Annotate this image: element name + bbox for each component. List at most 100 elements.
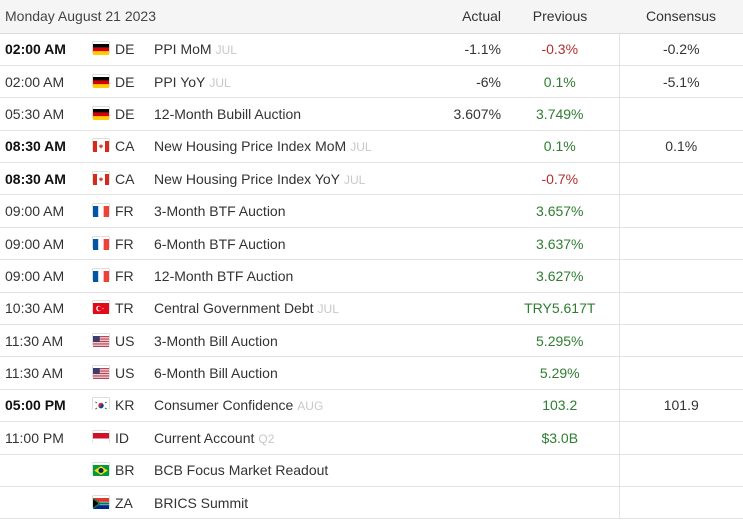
- consensus-value: [618, 454, 743, 487]
- event-name-link[interactable]: PPI MoM: [154, 41, 212, 58]
- event-name-link[interactable]: New Housing Price Index MoM: [154, 138, 347, 155]
- event-name-link[interactable]: 3-Month Bill Auction: [154, 332, 278, 349]
- france-flag-icon: [93, 237, 109, 250]
- event-cell[interactable]: 6-Month BTF Auction: [150, 227, 421, 261]
- table-row[interactable]: 08:30 AM CA New Housing Price Index YoY JUL…: [0, 162, 743, 196]
- event-cell[interactable]: 6-Month Bill Auction: [150, 356, 421, 390]
- event-time: 02:00 AM: [0, 65, 90, 99]
- event-time: 11:00 PM: [0, 421, 90, 455]
- canada-flag-icon: [93, 172, 109, 185]
- consensus-column-header[interactable]: Consensus: [619, 0, 743, 34]
- event-cell[interactable]: PPI MoM JUL: [150, 33, 421, 66]
- event-cell[interactable]: 3-Month BTF Auction: [150, 194, 421, 228]
- event-name-link[interactable]: 12-Month BTF Auction: [154, 267, 294, 284]
- actual-value: [420, 227, 502, 261]
- event-time: 08:30 AM: [0, 162, 90, 196]
- event-cell[interactable]: New Housing Price Index YoY JUL: [150, 162, 421, 196]
- previous-value: -0.3%: [501, 33, 620, 66]
- consensus-value: [618, 324, 743, 358]
- previous-value: [501, 454, 620, 487]
- consensus-value: [618, 486, 743, 520]
- table-row[interactable]: 09:00 AM FR 3-Month BTF Auction 3.657%: [0, 194, 743, 228]
- country-cell: CA: [90, 162, 150, 196]
- consensus-value: [618, 292, 743, 326]
- consensus-value: 0.1%: [618, 130, 743, 164]
- event-time: 05:00 PM: [0, 389, 90, 423]
- event-time: 09:00 AM: [0, 194, 90, 228]
- table-row[interactable]: 02:00 AM DE PPI MoM JUL -1.1% -0.3% -0.2%: [0, 33, 743, 66]
- table-row[interactable]: 11:30 AM US 3-Month Bill Auction 5.295%: [0, 324, 743, 358]
- consensus-value: [618, 97, 743, 131]
- event-name-link[interactable]: 3-Month BTF Auction: [154, 203, 286, 220]
- event-name-link[interactable]: Central Government Debt: [154, 300, 314, 317]
- actual-value: [420, 389, 502, 423]
- country-code: DE: [115, 73, 135, 90]
- table-row[interactable]: 09:00 AM FR 12-Month BTF Auction 3.627%: [0, 259, 743, 293]
- actual-value: [420, 324, 502, 358]
- consensus-value: [618, 194, 743, 228]
- event-cell[interactable]: Consumer Confidence AUG: [150, 389, 421, 423]
- country-code: DE: [115, 41, 135, 58]
- event-time: 09:00 AM: [0, 227, 90, 261]
- event-name-link[interactable]: Consumer Confidence: [154, 397, 294, 414]
- table-row[interactable]: BR BCB Focus Market Readout: [0, 454, 743, 487]
- event-cell[interactable]: 12-Month BTF Auction: [150, 259, 421, 293]
- event-time: [0, 454, 90, 487]
- consensus-value: [618, 227, 743, 261]
- table-row[interactable]: 10:30 AM TR Central Government Debt JUL TRY5…: [0, 292, 743, 326]
- event-name-link[interactable]: 12-Month Bubill Auction: [154, 105, 302, 122]
- event-time: 02:00 AM: [0, 33, 90, 66]
- actual-value: [420, 454, 502, 487]
- consensus-value: 101.9: [618, 389, 743, 423]
- country-cell: CA: [90, 130, 150, 164]
- table-row[interactable]: ZA BRICS Summit: [0, 486, 743, 520]
- country-cell: US: [90, 356, 150, 390]
- country-code: TR: [115, 300, 134, 317]
- event-name-link[interactable]: PPI YoY: [154, 73, 206, 90]
- event-time: [0, 486, 90, 520]
- event-cell[interactable]: New Housing Price Index MoM JUL: [150, 130, 421, 164]
- event-cell[interactable]: BRICS Summit: [150, 486, 421, 520]
- event-cell[interactable]: BCB Focus Market Readout: [150, 454, 421, 487]
- country-cell: FR: [90, 259, 150, 293]
- event-name-link[interactable]: 6-Month Bill Auction: [154, 365, 278, 382]
- previous-column-header[interactable]: Previous: [501, 0, 620, 34]
- event-cell[interactable]: 3-Month Bill Auction: [150, 324, 421, 358]
- event-name-link[interactable]: Current Account: [154, 429, 255, 446]
- turkey-flag-icon: [93, 301, 109, 315]
- country-code: FR: [115, 203, 134, 220]
- country-cell: DE: [90, 33, 150, 66]
- table-row[interactable]: 02:00 AM DE PPI YoY JUL -6% 0.1% -5.1%: [0, 65, 743, 99]
- event-name-link[interactable]: New Housing Price Index YoY: [154, 170, 340, 187]
- previous-value: $3.0B: [501, 421, 620, 455]
- table-row[interactable]: 08:30 AM CA New Housing Price Index MoM JUL…: [0, 130, 743, 164]
- country-cell: DE: [90, 65, 150, 99]
- france-flag-icon: [93, 204, 109, 218]
- country-cell: BR: [90, 454, 150, 487]
- actual-column-header[interactable]: Actual: [420, 0, 502, 34]
- event-cell[interactable]: Current Account Q2: [150, 421, 421, 455]
- table-row[interactable]: 11:30 AM US 6-Month Bill Auction 5.29%: [0, 356, 743, 390]
- brazil-flag-icon: [93, 463, 109, 477]
- previous-value: 5.295%: [501, 324, 620, 358]
- event-name-link[interactable]: 6-Month BTF Auction: [154, 235, 286, 252]
- table-row[interactable]: 11:00 PM ID Current Account Q2 $3.0B: [0, 421, 743, 455]
- event-name-link[interactable]: BRICS Summit: [154, 494, 249, 511]
- germany-flag-icon: [93, 107, 109, 120]
- event-cell[interactable]: 12-Month Bubill Auction: [150, 97, 421, 131]
- south-korea-flag-icon: [93, 398, 109, 412]
- calendar-rows: 02:00 AM DE PPI MoM JUL -1.1% -0.3% -0.2% 02:00…: [0, 33, 743, 520]
- event-period: JUL: [350, 140, 372, 155]
- event-cell[interactable]: PPI YoY JUL: [150, 65, 421, 99]
- actual-value: 3.607%: [420, 97, 502, 131]
- previous-value: 3.627%: [501, 259, 620, 293]
- country-cell: FR: [90, 194, 150, 228]
- event-name-link[interactable]: BCB Focus Market Readout: [154, 462, 329, 479]
- table-row[interactable]: 09:00 AM FR 6-Month BTF Auction 3.637%: [0, 227, 743, 261]
- table-row[interactable]: 05:00 PM KR Consumer Confidence AUG 103.2 101…: [0, 389, 743, 423]
- germany-flag-icon: [93, 42, 109, 56]
- event-time: 10:30 AM: [0, 292, 90, 326]
- previous-value: TRY5.617T: [501, 292, 620, 326]
- event-cell[interactable]: Central Government Debt JUL: [150, 292, 421, 326]
- table-row[interactable]: 05:30 AM DE 12-Month Bubill Auction 3.607% 3…: [0, 97, 743, 131]
